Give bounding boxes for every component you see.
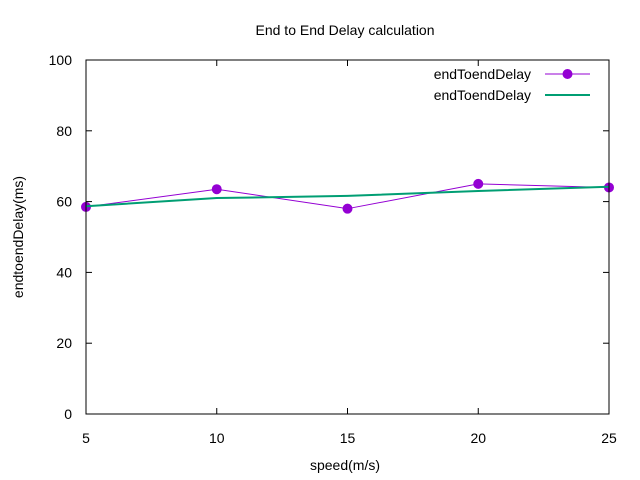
series-1-point bbox=[211, 184, 222, 195]
y-tick-label: 60 bbox=[56, 194, 72, 210]
legend-label-2: endToendDelay bbox=[434, 87, 531, 103]
x-tick-label: 20 bbox=[470, 430, 486, 446]
y-tick-label: 100 bbox=[49, 52, 73, 68]
y-tick-label: 40 bbox=[56, 264, 72, 280]
legend-marker-1 bbox=[562, 69, 573, 79]
y-tick-label: 20 bbox=[56, 335, 72, 351]
plot-border bbox=[85, 59, 610, 415]
y-tick-label: 80 bbox=[56, 123, 72, 139]
legend: endToendDelay endToendDelay bbox=[434, 66, 590, 103]
x-tick-label: 15 bbox=[340, 430, 356, 446]
x-tick-label: 25 bbox=[601, 430, 617, 446]
series-2-line bbox=[85, 185, 610, 208]
series-1-point bbox=[342, 203, 353, 214]
series-1-point bbox=[473, 178, 484, 189]
axes: 5 10 15 20 25 0 20 40 60 80 100 bbox=[49, 52, 617, 446]
legend-label-1: endToendDelay bbox=[434, 66, 531, 82]
x-tick-label: 10 bbox=[209, 430, 225, 446]
x-axis-label: speed(m/s) bbox=[310, 457, 380, 473]
chart-title: End to End Delay calculation bbox=[256, 22, 435, 38]
x-tick-label: 5 bbox=[82, 430, 90, 446]
plot-area bbox=[81, 178, 614, 214]
y-tick-label: 0 bbox=[64, 406, 72, 422]
y-axis-label: endtoendDelay(ms) bbox=[10, 176, 26, 298]
